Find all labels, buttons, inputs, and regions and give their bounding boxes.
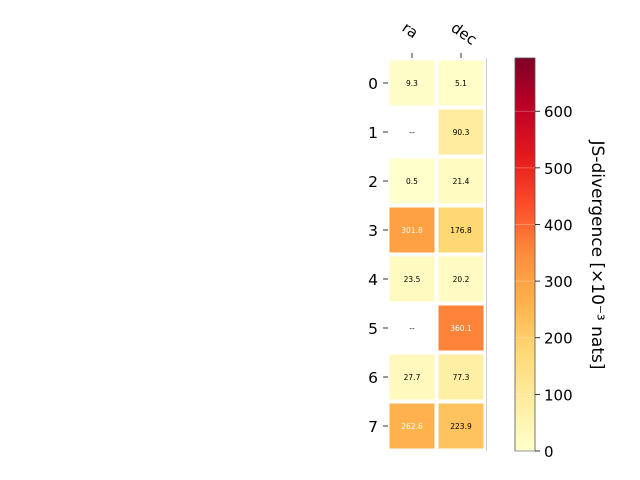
heatmap-cell (389, 256, 435, 302)
heatmap-cell (438, 60, 484, 106)
colorbar-tick-label: 400 (544, 216, 573, 234)
cell-value-label: -- (409, 324, 415, 333)
cell-value-label: 9.3 (406, 79, 418, 88)
cell-value-label: 223.9 (450, 422, 472, 431)
heatmap-cell (438, 158, 484, 204)
cell-value-label: -- (409, 128, 415, 137)
row-label: 3 (368, 222, 378, 240)
colorbar-tick-label: 500 (544, 160, 573, 178)
row-label: 7 (368, 418, 378, 436)
column-label: ra (399, 19, 422, 43)
row-label: 4 (368, 271, 378, 289)
row-label: 6 (368, 369, 378, 387)
cell-value-label: 27.7 (404, 373, 421, 382)
heatmap-cell (438, 256, 484, 302)
heatmap-cell (438, 207, 484, 253)
heatmap-cell (389, 60, 435, 106)
heatmap-cell (438, 305, 484, 351)
heatmap-cells: 9.3 5.1 -- 90.3 0.5 21.4 301.8 176.8 23.5 20.2 -- 3… (389, 60, 484, 449)
cell-value-label: 90.3 (453, 128, 470, 137)
colorbar: 0 100 200 300 400 500 600 (514, 57, 573, 461)
colorbar-tick-label: 300 (544, 273, 573, 291)
cell-value-label: 0.5 (406, 177, 418, 186)
heatmap-cell (389, 207, 435, 253)
row-label: 0 (368, 75, 378, 93)
cell-value-label: 20.2 (453, 275, 470, 284)
heatmap-cell (438, 109, 484, 155)
heatmap-cell (389, 403, 435, 449)
row-label: 1 (368, 124, 378, 142)
cell-value-label: 77.3 (453, 373, 470, 382)
heatmap-cell (389, 354, 435, 400)
column-label: dec (448, 19, 480, 49)
row-label: 2 (368, 173, 378, 191)
colorbar-tick-label: 200 (544, 330, 573, 348)
colorbar-gradient (514, 57, 536, 452)
heatmap-cell (438, 403, 484, 449)
cell-value-label: 176.8 (450, 226, 472, 235)
colorbar-tick-label: 600 (544, 103, 573, 121)
cell-value-label: 21.4 (453, 177, 470, 186)
heatmap-cell (438, 354, 484, 400)
colorbar-label: JS-divergence [×10⁻³ nats] (587, 140, 607, 370)
cell-value-label: 23.5 (404, 275, 421, 284)
cell-value-label: 301.8 (401, 226, 423, 235)
cell-value-label: 5.1 (455, 79, 467, 88)
colorbar-tick-label: 0 (544, 443, 554, 461)
cell-value-label: 262.6 (401, 422, 423, 431)
heatmap-cell (389, 158, 435, 204)
row-label: 5 (368, 320, 378, 338)
colorbar-tick-label: 100 (544, 386, 573, 404)
cell-value-label: 360.1 (450, 324, 472, 333)
